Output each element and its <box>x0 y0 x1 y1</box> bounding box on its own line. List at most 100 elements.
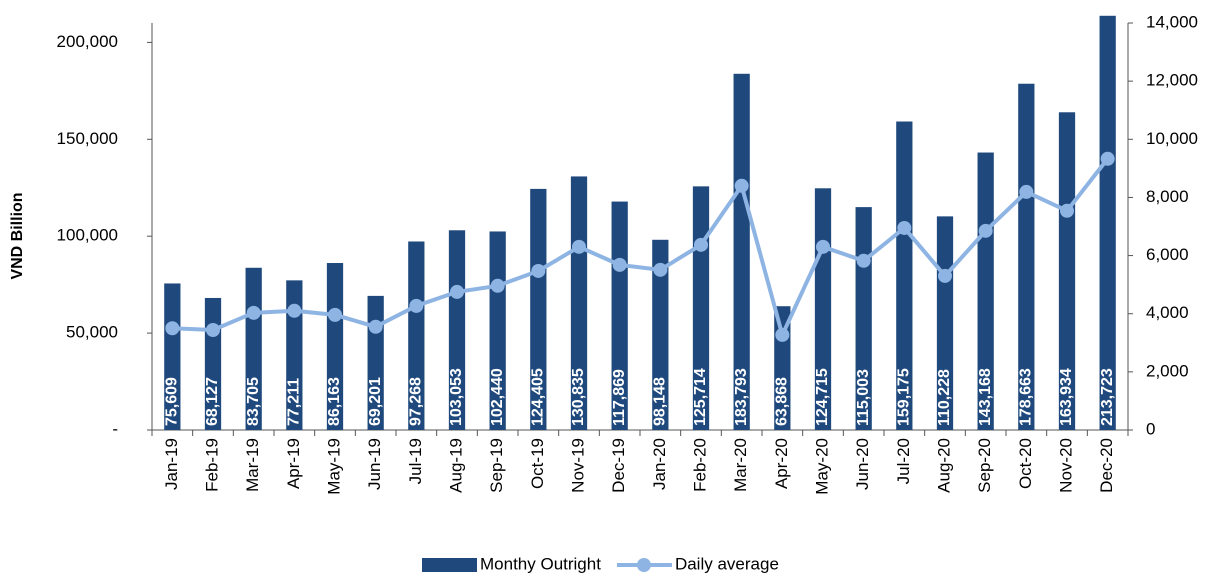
line-point <box>206 322 220 337</box>
legend-label: Monthy Outright <box>480 554 601 573</box>
line-point <box>897 220 912 235</box>
bar-value-label: 125,714 <box>692 368 709 426</box>
bar-value-label: 75,609 <box>164 377 181 426</box>
y2-tick-label: 14,000 <box>1146 12 1198 31</box>
line-point <box>612 257 627 272</box>
y2-tick-label: 6,000 <box>1146 245 1189 264</box>
bar-value-label: 102,440 <box>489 368 506 426</box>
line <box>172 157 1110 341</box>
bar-value-label: 98,148 <box>652 377 669 426</box>
bar-value-label: 124,405 <box>530 368 547 426</box>
y2-tick-label: 0 <box>1146 419 1155 438</box>
bar-value-label: 103,053 <box>448 368 465 426</box>
x-tick-label: Feb-19 <box>202 438 221 492</box>
bar <box>896 121 913 430</box>
y2-tick-label: 4,000 <box>1146 303 1189 322</box>
y-tick-label: 100,000 <box>57 226 118 245</box>
line-point <box>368 319 383 334</box>
bar-value-label: 69,201 <box>367 377 384 426</box>
bar <box>1099 15 1116 430</box>
line-point <box>775 327 790 342</box>
x-tick-label: Apr-19 <box>284 438 303 489</box>
bar <box>326 263 344 430</box>
bar-value-label: 97,268 <box>408 377 425 426</box>
bar <box>1018 83 1035 430</box>
bar <box>733 73 750 431</box>
line-point <box>653 262 668 277</box>
x-tick-label: Jun-20 <box>853 438 872 490</box>
bar <box>611 201 628 430</box>
legend-label: Daily average <box>675 554 779 573</box>
bar-value-label: 124,715 <box>814 368 831 426</box>
x-tick-label: Jun-19 <box>365 438 384 490</box>
bar <box>1058 112 1076 430</box>
x-tick-label: Sep-19 <box>487 438 506 493</box>
bar-value-label: 68,127 <box>204 377 221 426</box>
y-tick-label: 50,000 <box>66 323 118 342</box>
bar-value-label: 178,663 <box>1018 368 1035 426</box>
line-point <box>450 284 464 299</box>
bar-value-label: 143,168 <box>977 368 994 426</box>
x-tick-label: Nov-20 <box>1056 438 1075 493</box>
bar-value-label: 183,793 <box>733 368 750 426</box>
bar-value-label: 117,869 <box>611 369 628 426</box>
y2-tick-label: 8,000 <box>1146 187 1189 206</box>
bar <box>570 176 588 430</box>
x-tick-label: May-19 <box>324 438 343 495</box>
x-tick-label: Jan-20 <box>650 438 669 490</box>
line-point <box>1060 203 1074 218</box>
bar <box>530 188 547 430</box>
x-tick-label: Jul-19 <box>406 438 425 484</box>
legend-swatch <box>636 558 651 572</box>
x-tick-label: Aug-20 <box>934 438 953 493</box>
bar-value-label: 83,705 <box>245 377 262 426</box>
bar-value-label: 63,868 <box>774 377 791 426</box>
x-tick-label: Sep-20 <box>975 438 994 493</box>
x-tick-label: May-20 <box>812 438 831 495</box>
line-point <box>978 223 993 238</box>
y2-tick-label: 2,000 <box>1146 361 1189 380</box>
line-point <box>694 237 708 252</box>
bar <box>408 241 425 430</box>
line-point <box>328 307 342 322</box>
bar-value-label: 130,835 <box>570 368 587 426</box>
bar-value-label: 115,003 <box>855 369 872 426</box>
bar <box>164 283 181 430</box>
bar <box>448 230 466 430</box>
bar-value-label: 163,934 <box>1058 368 1075 426</box>
bar-value-label: 213,723 <box>1099 368 1116 426</box>
x-tick-label: Mar-19 <box>243 438 262 492</box>
x-tick-label: Dec-19 <box>609 438 628 493</box>
y2-tick-label: 12,000 <box>1146 71 1198 90</box>
line-point <box>734 178 749 193</box>
line-point <box>531 263 546 278</box>
x-tick-label: Nov-19 <box>568 438 587 493</box>
bar-value-label: 86,163 <box>326 377 343 426</box>
y-tick-label: - <box>112 419 118 438</box>
bar <box>286 280 303 430</box>
x-tick-label: Feb-20 <box>690 438 709 492</box>
x-tick-label: Jan-19 <box>162 438 181 490</box>
x-tick-label: Mar-20 <box>731 438 750 492</box>
x-tick-label: Dec-20 <box>1097 438 1116 493</box>
legend-swatch <box>422 558 477 572</box>
line-point <box>816 239 830 254</box>
line-point <box>938 268 952 283</box>
line-point <box>287 303 302 318</box>
x-tick-label: Jul-20 <box>894 438 913 484</box>
line-point <box>409 298 424 313</box>
bar <box>652 239 669 430</box>
line-point <box>246 305 261 320</box>
x-tick-label: Aug-19 <box>446 438 465 493</box>
bar <box>977 152 994 430</box>
line-point <box>856 253 871 268</box>
line-point <box>572 239 586 254</box>
line-point <box>1100 151 1115 166</box>
y-tick-label: 200,000 <box>57 32 118 51</box>
bar-value-label: 110,228 <box>936 369 953 426</box>
x-tick-label: Apr-20 <box>772 438 791 489</box>
y-tick-label: 150,000 <box>57 129 118 148</box>
x-tick-label: Oct-20 <box>1016 438 1035 489</box>
line-point <box>1019 184 1034 199</box>
